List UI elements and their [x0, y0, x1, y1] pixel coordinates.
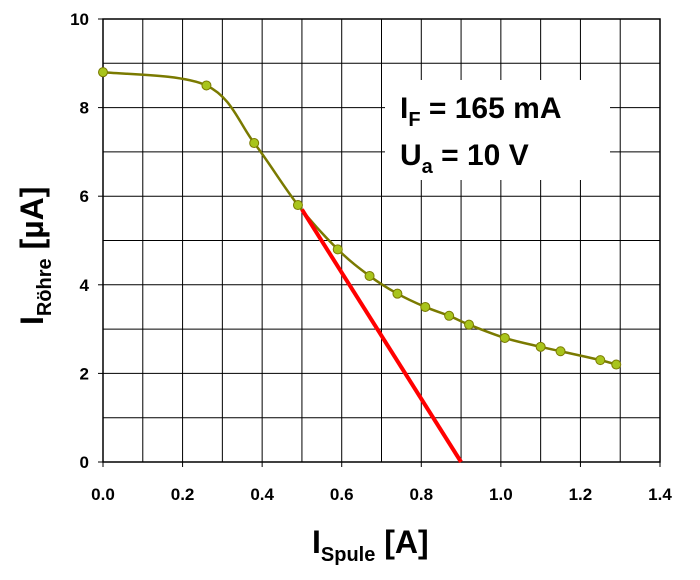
data-point [555, 346, 566, 357]
data-point [201, 80, 212, 91]
x-tick-label: 1.2 [569, 485, 593, 504]
x-axis-label-sub: Spule [321, 544, 375, 566]
x-tick-label: 0.8 [409, 485, 433, 504]
y-axis-label: IRöhre [µA] [14, 187, 56, 325]
data-point [595, 355, 606, 366]
y-tick-label: 0 [80, 453, 89, 472]
tick-labels: 0.0 0.2 0.4 0.6 0.8 1.0 1.2 1.4 0 2 4 6 8 10 [70, 10, 672, 504]
x-tick-label: 0.0 [91, 485, 115, 504]
annotation-line-1-sub: F [408, 109, 420, 131]
data-point [420, 301, 431, 312]
annotation-box: IF = 165 mA Ua = 10 V [385, 80, 610, 180]
data-point [499, 332, 510, 343]
y-tick-label: 8 [80, 99, 89, 118]
annotation-line-2-rest: = 10 V [433, 139, 529, 172]
y-tick-label: 4 [80, 276, 90, 295]
data-point [292, 200, 303, 211]
x-tick-label: 0.4 [250, 485, 274, 504]
x-axis-label-main: I [312, 524, 321, 560]
annotation-line-1-rest: = 165 mA [421, 92, 562, 125]
data-point [364, 270, 375, 281]
data-point [535, 341, 546, 352]
data-point [611, 359, 622, 370]
annotation-line-2: Ua = 10 V [400, 139, 529, 178]
plot-border [102, 18, 661, 463]
annotation-line-1-main: I [400, 92, 408, 125]
annotation-line-2-main: U [400, 139, 422, 172]
data-point [464, 319, 475, 330]
x-tick-label: 0.6 [330, 485, 354, 504]
data-point [332, 244, 343, 255]
annotation-line-2-sub: a [422, 156, 434, 178]
tangent-line [300, 208, 463, 464]
data-point [249, 138, 260, 149]
series-layer [98, 67, 622, 464]
x-tick-label: 1.0 [489, 485, 513, 504]
x-tick-label: 0.2 [171, 485, 195, 504]
y-axis-label-main: I [14, 316, 50, 325]
x-axis-label-unit: [A] [375, 524, 428, 560]
y-tick-label: 10 [70, 10, 89, 29]
data-point [392, 288, 403, 299]
y-tick-label: 2 [80, 364, 89, 383]
y-axis-label-sub: Röhre [34, 258, 56, 316]
y-tick-label: 6 [80, 187, 89, 206]
annotation-line-1: IF = 165 mA [400, 92, 561, 131]
data-point [98, 67, 108, 78]
annotation-background [385, 80, 610, 180]
x-axis-label: ISpule [A] [312, 524, 429, 566]
y-axis-label-unit: [µA] [14, 187, 50, 259]
x-tick-label: 1.4 [648, 485, 672, 504]
data-point [444, 310, 455, 321]
